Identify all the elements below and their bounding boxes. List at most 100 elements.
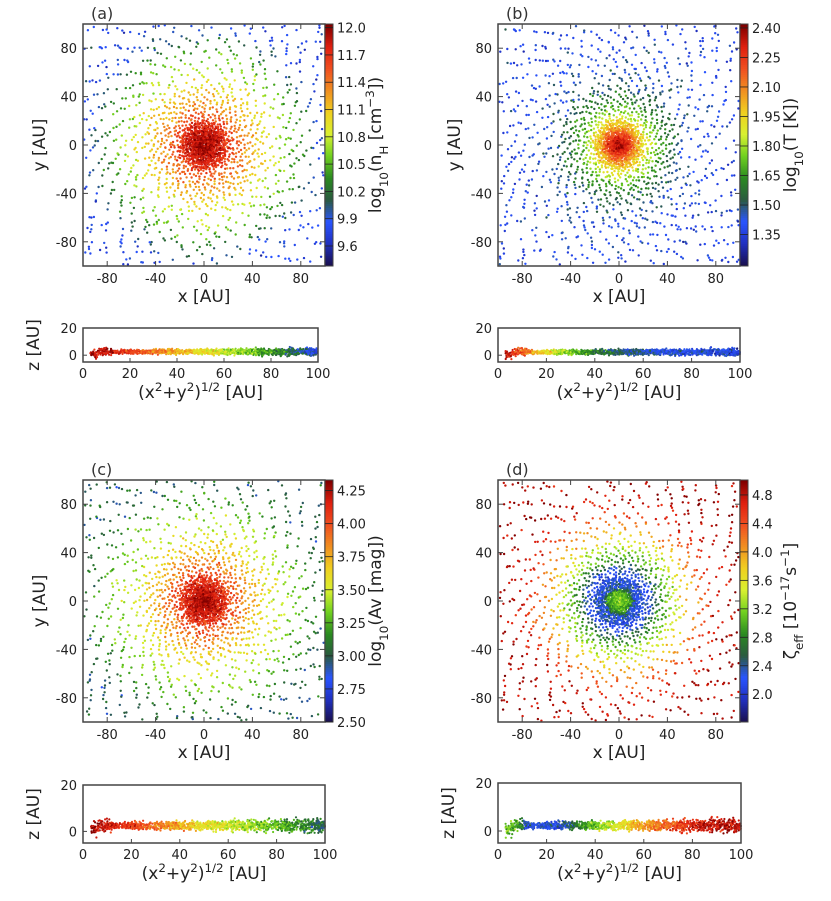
data-point xyxy=(134,72,137,75)
data-point xyxy=(112,126,115,130)
data-point xyxy=(282,169,286,173)
data-point xyxy=(267,133,271,136)
data-point xyxy=(257,165,260,168)
data-point xyxy=(214,208,217,212)
data-point xyxy=(593,192,596,196)
data-point xyxy=(653,175,656,178)
data-point xyxy=(231,95,234,98)
colorbar-segment xyxy=(325,259,333,263)
data-point xyxy=(201,115,204,118)
data-point xyxy=(730,174,734,177)
data-point xyxy=(188,172,192,175)
data-point xyxy=(141,176,145,180)
data-point xyxy=(288,188,291,191)
data-point xyxy=(247,92,251,95)
data-point xyxy=(593,190,597,194)
data-point xyxy=(244,88,247,91)
data-point xyxy=(135,185,138,188)
data-point xyxy=(101,174,104,177)
data-point xyxy=(233,354,236,357)
label-part: 2 xyxy=(155,380,163,394)
data-point xyxy=(624,178,627,181)
data-point xyxy=(142,187,145,191)
data-point xyxy=(292,173,295,176)
data-point xyxy=(219,151,222,154)
data-point xyxy=(223,348,226,351)
data-point xyxy=(241,152,244,156)
data-point xyxy=(181,151,185,154)
data-point xyxy=(202,169,205,172)
data-point xyxy=(173,189,177,192)
data-point xyxy=(637,254,640,257)
data-point xyxy=(280,40,284,43)
data-point xyxy=(654,244,658,248)
data-point xyxy=(163,65,167,69)
data-point xyxy=(228,153,231,156)
data-point xyxy=(93,354,96,357)
data-point xyxy=(242,114,245,117)
data-point xyxy=(90,228,93,231)
data-point xyxy=(185,102,188,106)
data-point xyxy=(190,168,193,172)
side-plot-frame xyxy=(82,327,319,363)
data-point xyxy=(678,194,682,198)
data-point xyxy=(632,188,635,192)
data-point xyxy=(124,97,128,100)
data-point xyxy=(271,145,274,148)
data-point xyxy=(167,205,170,208)
data-point xyxy=(169,111,173,115)
data-point xyxy=(149,108,153,111)
data-point xyxy=(120,134,124,137)
data-point xyxy=(557,176,560,179)
data-point xyxy=(223,171,226,174)
data-point xyxy=(725,60,729,63)
data-point xyxy=(646,171,650,174)
data-point xyxy=(231,157,234,161)
data-point xyxy=(258,122,261,126)
data-point xyxy=(218,348,221,352)
data-point xyxy=(153,114,156,118)
data-point xyxy=(736,208,740,211)
x-tick-label: 80 xyxy=(293,272,310,287)
data-point xyxy=(141,189,144,192)
data-point xyxy=(152,72,155,75)
data-point xyxy=(610,132,614,136)
data-point xyxy=(293,243,296,247)
data-point xyxy=(556,207,559,210)
data-point xyxy=(290,201,294,204)
data-point xyxy=(197,29,201,32)
data-point xyxy=(224,226,228,229)
colorbar-segment xyxy=(325,229,333,233)
data-point xyxy=(574,177,577,180)
data-point xyxy=(295,157,298,160)
data-point xyxy=(727,260,730,264)
data-point xyxy=(162,221,166,224)
data-point xyxy=(101,61,104,64)
data-point xyxy=(126,180,129,183)
data-point xyxy=(175,106,178,110)
data-point xyxy=(286,83,289,87)
data-point xyxy=(703,228,707,231)
data-point xyxy=(182,146,186,149)
data-point xyxy=(166,349,169,352)
data-point xyxy=(697,145,700,148)
data-point xyxy=(570,150,574,153)
colorbar-segment xyxy=(325,145,333,148)
data-point xyxy=(186,349,189,352)
data-point xyxy=(289,83,293,86)
data-point xyxy=(135,350,138,353)
data-point xyxy=(242,76,246,80)
data-point xyxy=(125,73,129,76)
data-point xyxy=(620,184,624,187)
colorbar-segment xyxy=(325,136,333,140)
data-point xyxy=(213,128,216,131)
data-point xyxy=(216,201,219,204)
colorbar-segment xyxy=(325,171,333,174)
data-point xyxy=(182,352,185,355)
data-point xyxy=(295,122,298,125)
colorbar-segment xyxy=(325,142,333,146)
data-point xyxy=(162,237,165,240)
data-point xyxy=(736,220,740,223)
data-point xyxy=(272,164,276,167)
